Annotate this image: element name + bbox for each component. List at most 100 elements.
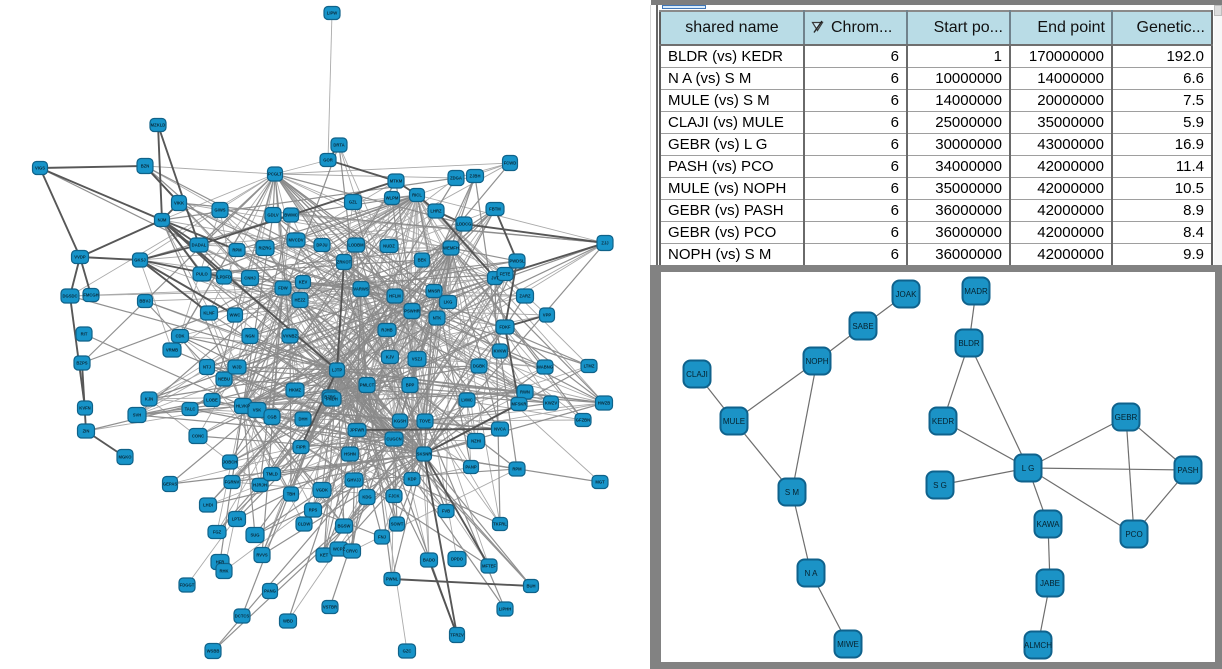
svg-text:BZRS: BZRS: [324, 395, 336, 400]
svg-text:CDK: CDK: [175, 334, 184, 339]
svg-text:BZN: BZN: [141, 164, 150, 169]
svg-text:KLNF: KLNF: [203, 311, 215, 316]
svg-text:VPP: VPP: [543, 313, 552, 318]
svg-text:LJTP: LJTP: [332, 368, 342, 373]
svg-text:BUH: BUH: [526, 584, 535, 589]
svg-text:NZHI: NZHI: [471, 439, 481, 444]
svg-text:NGN: NGN: [245, 334, 254, 339]
svg-text:GDLV: GDLV: [267, 213, 279, 218]
svg-text:LPTA: LPTA: [232, 517, 243, 522]
svg-text:FVB: FVB: [442, 509, 450, 514]
svg-text:GEPAS: GEPAS: [163, 482, 178, 487]
svg-text:DGSDC: DGSDC: [62, 294, 77, 299]
svg-text:MZKLD: MZKLD: [151, 123, 166, 128]
svg-text:PWNL: PWNL: [386, 577, 399, 582]
svg-text:VIGS: VIGS: [35, 166, 45, 171]
svg-text:WEMFH: WEMFH: [443, 246, 459, 251]
svg-text:NVCA: NVCA: [494, 427, 506, 432]
svg-text:MVCDV: MVCDV: [288, 238, 303, 243]
svg-text:S G: S G: [933, 481, 947, 490]
svg-text:FGZ: FGZ: [213, 530, 222, 535]
svg-text:HSHN: HSHN: [344, 452, 356, 457]
svg-text:LPDFD: LPDFD: [217, 275, 231, 280]
svg-text:RPS: RPS: [309, 508, 318, 513]
svg-text:DHH: DHH: [298, 417, 307, 422]
svg-text:VSZJ: VSZJ: [412, 357, 423, 362]
svg-text:GIWS: GIWS: [214, 208, 225, 213]
svg-text:LDDCG: LDDCG: [457, 222, 472, 227]
svg-text:TBH: TBH: [287, 492, 296, 497]
svg-text:FCWD: FCWD: [504, 161, 517, 166]
svg-text:LHRZ: LHRZ: [430, 209, 442, 214]
svg-text:LVMC: LVMC: [461, 398, 473, 403]
svg-text:FIPR: FIPR: [296, 445, 306, 450]
svg-text:MNSR: MNSR: [428, 289, 440, 294]
svg-text:JOAK: JOAK: [896, 290, 918, 299]
svg-text:MGT: MGT: [595, 480, 605, 485]
svg-text:MIWE: MIWE: [837, 640, 859, 649]
svg-text:FJCK: FJCK: [389, 494, 400, 499]
svg-text:DPDO: DPDO: [451, 557, 464, 562]
svg-text:DADAL: DADAL: [192, 243, 207, 248]
svg-text:LODBM: LODBM: [348, 243, 364, 248]
svg-text:FDW: FDW: [278, 286, 288, 291]
svg-text:WJD: WJD: [232, 365, 241, 370]
svg-text:BEK: BEK: [418, 258, 427, 263]
svg-text:RIT: RIT: [81, 332, 88, 337]
svg-text:JOBCH: JOBCH: [223, 460, 238, 465]
svg-text:MADR: MADR: [964, 287, 988, 296]
svg-text:LTMZ: LTMZ: [584, 364, 595, 369]
svg-text:ZIN: ZIN: [83, 429, 90, 434]
svg-text:RVVS: RVVS: [256, 553, 268, 558]
svg-text:FNDH: FNDH: [326, 397, 338, 402]
svg-text:KJV: KJV: [386, 355, 394, 360]
svg-text:BBVJ: BBVJ: [139, 299, 151, 304]
svg-text:FGRNV: FGRNV: [225, 480, 240, 485]
svg-text:L G: L G: [1022, 464, 1035, 473]
svg-text:HLVKP: HLVKP: [236, 404, 250, 409]
svg-text:JVT: JVT: [491, 276, 499, 281]
svg-text:HFR: HFR: [216, 560, 225, 565]
svg-text:MFSKR: MFSKR: [512, 402, 527, 407]
svg-text:VSK: VSK: [253, 408, 262, 413]
svg-text:HFLM: HFLM: [389, 294, 401, 299]
svg-text:NJM: NJM: [158, 218, 167, 223]
svg-text:CUGCN: CUGCN: [386, 437, 401, 442]
svg-text:TKFRL: TKFRL: [493, 522, 507, 527]
svg-text:BGSW: BGSW: [337, 524, 350, 529]
svg-text:GEBR: GEBR: [1115, 413, 1138, 422]
svg-text:GZC: GZC: [403, 649, 412, 654]
svg-text:ZARZ: ZARZ: [519, 294, 531, 299]
svg-text:ZRKOT: ZRKOT: [337, 260, 352, 265]
svg-text:RHK: RHK: [219, 569, 228, 574]
svg-text:FMCGH: FMCGH: [83, 293, 98, 298]
svg-text:LHDI: LHDI: [203, 503, 213, 508]
svg-text:GFZBN: GFZBN: [576, 418, 590, 423]
svg-text:VGDK: VGDK: [316, 488, 328, 493]
svg-text:LIPHH: LIPHH: [499, 607, 512, 612]
svg-text:PCGLT: PCGLT: [268, 172, 282, 177]
svg-text:SKSNR: SKSNR: [417, 452, 432, 457]
svg-text:FBTM: FBTM: [489, 207, 501, 212]
svg-text:TFRZV: TFRZV: [450, 633, 464, 638]
svg-text:GZL: GZL: [349, 200, 358, 205]
svg-text:DGBK: DGBK: [473, 364, 485, 369]
svg-text:RWN: RWN: [520, 390, 530, 395]
svg-text:KEDR: KEDR: [932, 417, 954, 426]
svg-text:CRVC: CRVC: [346, 549, 358, 554]
svg-text:TMLD: TMLD: [266, 472, 278, 477]
svg-text:KEV: KEV: [299, 280, 308, 285]
svg-text:LOBE: LOBE: [206, 398, 218, 403]
svg-text:WSBB: WSBB: [207, 649, 220, 654]
svg-text:JABE: JABE: [1040, 579, 1060, 588]
svg-text:BZPS: BZPS: [76, 361, 87, 366]
svg-text:PCO: PCO: [1125, 530, 1142, 539]
svg-text:PMLCT: PMLCT: [360, 383, 375, 388]
svg-text:CLAJI: CLAJI: [686, 370, 708, 379]
svg-text:WLPM: WLPM: [386, 196, 399, 201]
svg-text:KET: KET: [320, 553, 329, 558]
svg-text:ZJJ: ZJJ: [601, 241, 609, 246]
svg-text:N A: N A: [805, 569, 819, 578]
svg-text:KDG: KDG: [362, 495, 371, 500]
svg-text:WABNG: WABNG: [537, 365, 553, 370]
